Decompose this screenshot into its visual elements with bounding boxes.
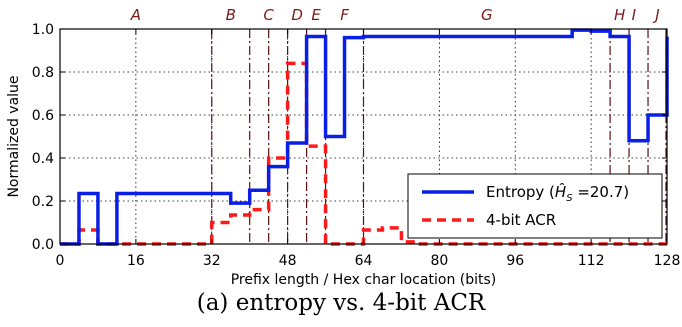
y-axis-label: Normalized value [6,75,22,197]
x-tick-label: 64 [355,253,373,269]
tick-marks [59,28,668,245]
y-tick-label: 0.0 [32,237,54,253]
legend-box [407,173,663,239]
x-tick-label: 80 [430,253,448,269]
series-layer [60,28,669,246]
x-tick-label: 96 [506,253,524,269]
legend: Entropy (ĤS =20.7) 4-bit ACR [407,173,663,239]
tick-labels: 0 16 32 48 64 80 96 112 128 0.0 0.2 0.4 0.6 0.8 1.0 [32,22,681,269]
region-label-i: I [632,6,637,24]
y-tick-label: 1.0 [32,22,54,38]
region-label-j: J [652,6,659,24]
series-line-acr [60,61,667,246]
region-label-c: C [263,6,274,24]
series-line-entropy [60,28,669,246]
x-tick-label: 112 [578,253,605,269]
region-label-d: D [291,6,303,24]
region-label-a: A [130,6,141,24]
x-tick-label: 48 [279,253,297,269]
y-tick-label: 0.6 [32,108,54,124]
region-label-h: H [614,6,625,24]
x-tick-label: 32 [203,253,221,269]
region-label-g: G [481,6,493,24]
legend-entropy-prefix: Entropy ( [486,183,555,201]
x-tick-label: 128 [654,253,681,269]
figure-caption: (a) entropy vs. 4-bit ACR [196,290,486,316]
x-tick-label: 0 [56,253,65,269]
legend-entropy-subscript: S [566,193,573,204]
legend-entry-entropy: Entropy (ĤS =20.7) [486,182,629,204]
legend-entropy-hat-h: Ĥ [555,182,566,201]
legend-entry-acr: 4-bit ACR [486,211,556,229]
x-axis-label: Prefix length / Hex char location (bits) [231,272,497,288]
y-tick-label: 0.4 [32,151,54,167]
region-label-e: E [311,6,321,24]
y-tick-label: 0.8 [32,65,54,81]
x-tick-label: 16 [127,253,145,269]
y-tick-label: 0.2 [32,194,54,210]
region-label-b: B [226,6,236,24]
region-label-f: F [340,6,349,24]
legend-entropy-suffix: =20.7) [573,183,630,201]
